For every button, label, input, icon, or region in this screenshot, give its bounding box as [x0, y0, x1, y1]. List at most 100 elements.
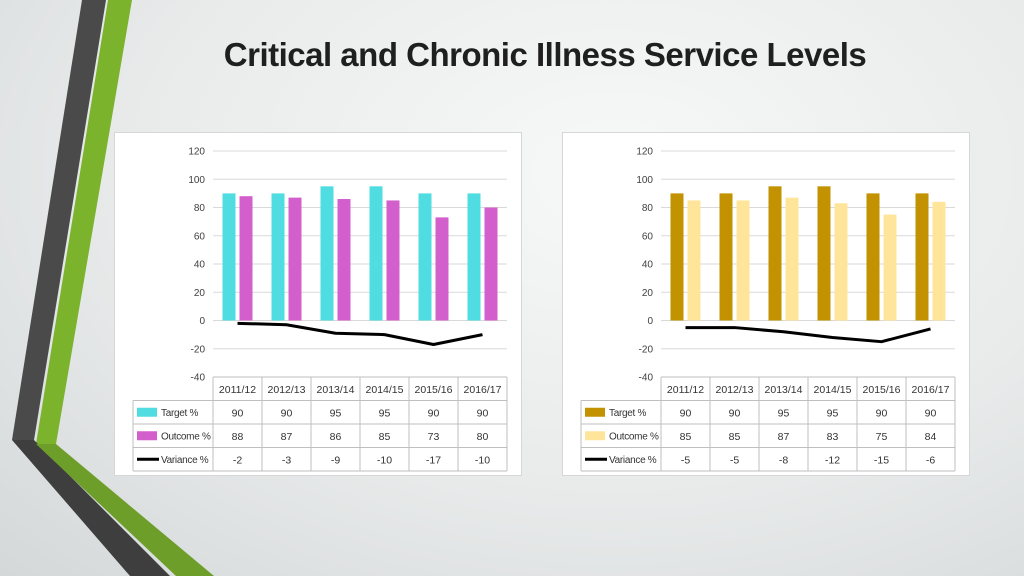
- y-tick-label: 0: [199, 316, 205, 327]
- y-tick-label: 100: [636, 175, 653, 186]
- outcome-bar: [386, 200, 400, 321]
- data-label: -15: [874, 454, 889, 466]
- data-label: 87: [281, 431, 293, 443]
- data-label: -6: [926, 454, 935, 466]
- y-tick-label: 120: [188, 147, 205, 158]
- data-label: 90: [680, 407, 692, 419]
- y-tick-label: 80: [642, 203, 654, 214]
- outcome-bar: [736, 200, 750, 321]
- y-tick-label: 120: [636, 147, 653, 158]
- legend-entry: Variance %: [609, 455, 657, 466]
- data-label: 90: [281, 407, 293, 419]
- data-label: 90: [428, 407, 440, 419]
- target-bar: [670, 193, 684, 321]
- x-category-label: 2011/12: [667, 384, 704, 396]
- x-category-label: 2016/17: [912, 384, 950, 396]
- target-bar: [866, 193, 880, 321]
- green-stripe-lower: [36, 444, 214, 576]
- legend-entry: Variance %: [161, 455, 209, 466]
- variance-line: [237, 321, 483, 347]
- data-label: 90: [876, 407, 888, 419]
- y-tick-label: 40: [194, 260, 206, 271]
- y-tick-label: 100: [188, 175, 205, 186]
- data-label: 75: [876, 431, 888, 443]
- data-label: 88: [232, 431, 244, 443]
- x-category-label: 2012/13: [716, 384, 754, 396]
- outcome-bar: [932, 201, 946, 321]
- legend-swatch: [137, 407, 157, 417]
- y-tick-label: 40: [642, 260, 654, 271]
- data-label: -12: [825, 454, 840, 466]
- x-category-label: 2014/15: [366, 384, 404, 396]
- y-tick-label: 60: [642, 231, 654, 242]
- target-bar: [768, 186, 782, 321]
- x-category-label: 2015/16: [415, 384, 453, 396]
- x-category-label: 2015/16: [863, 384, 901, 396]
- data-label: 80: [477, 431, 489, 443]
- target-bar: [467, 193, 481, 321]
- outcome-bar: [288, 197, 302, 321]
- target-bar: [320, 186, 334, 321]
- target-bar: [369, 186, 383, 321]
- legend-entry: Target %: [161, 408, 198, 419]
- outcome-bar: [337, 199, 351, 321]
- data-label: -5: [681, 454, 690, 466]
- dark-gray-stripe-lower: [12, 440, 170, 576]
- target-bar: [222, 193, 236, 321]
- legend-swatch: [137, 431, 157, 441]
- outcome-bar: [785, 197, 799, 321]
- chart-panel-right: 120 100 80 60 40 20 0 -20 -40 2011/12 2012/13 2013/…: [562, 132, 970, 476]
- legend-entry: Target %: [609, 408, 646, 419]
- data-label: 83: [827, 431, 839, 443]
- legend-swatch: [585, 407, 605, 417]
- combo-chart-right: 120 100 80 60 40 20 0 -20 -40 2011/12 2012/13 2013/…: [580, 147, 956, 472]
- x-category-label: 2011/12: [219, 384, 256, 396]
- data-label: 95: [827, 407, 839, 419]
- outcome-bar: [484, 207, 498, 321]
- x-category-label: 2013/14: [317, 384, 355, 396]
- y-tick-label: 0: [647, 316, 653, 327]
- outcome-bar: [687, 200, 701, 321]
- y-tick-label: 20: [642, 288, 654, 299]
- data-label: 73: [428, 431, 440, 443]
- x-category-label: 2014/15: [814, 384, 852, 396]
- y-tick-label: -20: [191, 344, 206, 355]
- target-bar: [719, 193, 733, 321]
- data-label: -5: [730, 454, 739, 466]
- outcome-bar: [435, 217, 449, 321]
- data-label: 85: [379, 431, 391, 443]
- data-label: 87: [778, 431, 790, 443]
- data-label: 85: [680, 431, 692, 443]
- data-label: 90: [232, 407, 244, 419]
- page-title: Critical and Chronic Illness Service Lev…: [223, 36, 867, 73]
- data-label: -8: [779, 454, 788, 466]
- chart-panel-left: 120 100 80 60 40 20 0 -20 -40 2011/12 2012/13 2013/…: [114, 132, 522, 476]
- variance-line: [685, 326, 931, 344]
- outcome-bar: [239, 196, 253, 321]
- y-tick-label: 60: [194, 231, 206, 242]
- data-label: -3: [282, 454, 291, 466]
- target-bar: [817, 186, 831, 321]
- target-bar: [271, 193, 285, 321]
- green-stripe: [36, 0, 132, 444]
- outcome-bar: [883, 214, 897, 321]
- outcome-bar: [834, 203, 848, 321]
- legend-swatch: [585, 431, 605, 441]
- data-label: 86: [330, 431, 342, 443]
- data-label: -10: [475, 454, 490, 466]
- y-tick-label: -40: [191, 373, 206, 384]
- target-bar: [915, 193, 929, 321]
- y-tick-label: 20: [194, 288, 206, 299]
- data-label: 84: [925, 431, 937, 443]
- data-label: 90: [477, 407, 489, 419]
- target-bar: [418, 193, 432, 321]
- data-label: -10: [377, 454, 392, 466]
- combo-chart-left: 120 100 80 60 40 20 0 -20 -40 2011/12 2012/13 2013/…: [132, 147, 508, 472]
- data-label: 85: [729, 431, 741, 443]
- data-label: -17: [426, 454, 441, 466]
- y-tick-label: 80: [194, 203, 206, 214]
- legend-entry: Outcome %: [609, 431, 659, 442]
- data-label: 95: [379, 407, 391, 419]
- x-category-label: 2012/13: [268, 384, 306, 396]
